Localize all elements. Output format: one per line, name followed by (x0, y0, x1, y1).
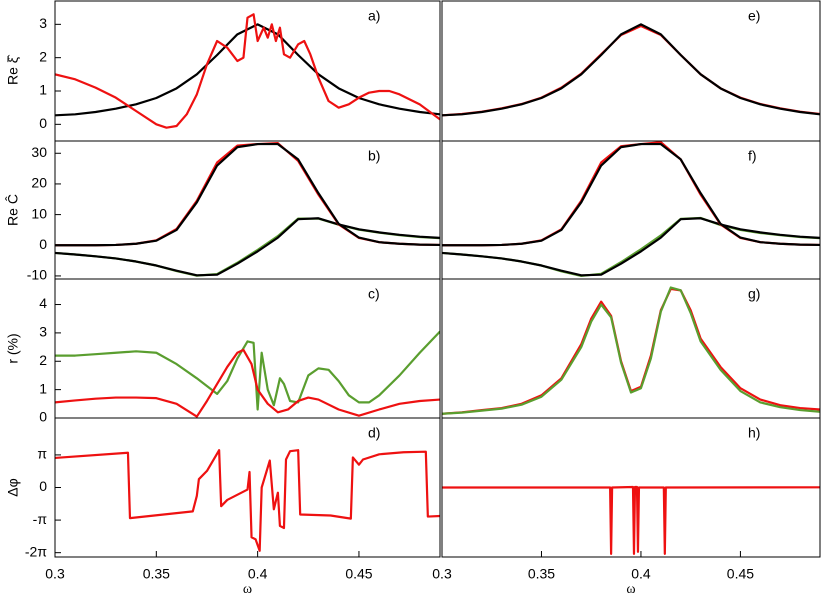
y-tick-label: 0 (39, 478, 47, 494)
data-line (55, 142, 440, 247)
panel: 0 1 2 3 4 c) r (%) (5, 278, 441, 425)
lines (55, 330, 440, 418)
x-tick-label: 0.4 (631, 566, 651, 582)
x-tick-label: 0.45 (345, 566, 372, 582)
y-tick-label: 2 (39, 48, 47, 64)
data-line (442, 141, 820, 247)
panel-label: f) (748, 148, 757, 164)
data-line (442, 24, 820, 117)
panel-label: h) (748, 425, 760, 441)
y-tick-label: 3 (39, 324, 47, 340)
data-line (55, 348, 440, 418)
data-line (55, 13, 440, 129)
y-tick-label: 30 (31, 144, 47, 160)
data-line (442, 286, 820, 415)
panel-frame (441, 278, 821, 419)
lines (55, 142, 440, 277)
panel: -10 0 10 20 30 b) Re Ĉ (5, 140, 441, 283)
lines (442, 286, 820, 415)
y-tick-label: 4 (39, 295, 47, 311)
y-axis-label: Re ξ̂ (5, 54, 21, 85)
data-line (55, 449, 440, 552)
y-tick-label: 1 (39, 82, 47, 98)
data-line (442, 23, 820, 117)
panel: e) (441, 0, 821, 142)
panel-label: c) (368, 286, 380, 302)
data-line (55, 217, 440, 277)
x-tick-label: 0.4 (248, 566, 268, 582)
y-tick-label: 1 (39, 380, 47, 396)
y-tick-label: 0 (39, 409, 47, 425)
y-tick-label: 2 (39, 352, 47, 368)
y-axis-label: Re Ĉ (5, 194, 21, 226)
lines (55, 13, 440, 129)
lines (442, 485, 820, 555)
x-tick-label: 0.35 (528, 566, 555, 582)
data-line (442, 287, 820, 415)
data-line (442, 216, 820, 278)
y-axis-label: r (%) (5, 333, 21, 363)
panel-label: g) (748, 286, 760, 302)
data-line (442, 485, 820, 555)
y-tick-label: 20 (31, 175, 47, 191)
panel-label: b) (368, 148, 380, 164)
panel-label: d) (368, 425, 380, 441)
data-line (442, 217, 820, 277)
y-axis-label: Δφ (5, 478, 21, 496)
x-axis-label: ω (626, 582, 635, 597)
panel: g) (441, 278, 821, 419)
x-tick-label: 0.3 (45, 566, 65, 582)
lines (442, 23, 820, 117)
data-line (55, 330, 440, 411)
y-tick-label: -π (33, 511, 48, 527)
panel: 0 1 2 3 a) Re ξ̂ (5, 0, 441, 142)
y-tick-label: -2π (25, 543, 47, 559)
x-axis-label: ω (243, 582, 252, 597)
panel-frame (441, 417, 821, 558)
panel-frame (54, 417, 441, 558)
x-tick-label: 0.3 (432, 566, 452, 582)
data-line (55, 23, 440, 117)
panel: f) (441, 140, 821, 280)
y-tick-label: π (37, 446, 47, 462)
panel-label: e) (748, 8, 760, 24)
panel: 0.3 0.35 0.4 0.45 h) ω (432, 417, 821, 597)
lines (442, 141, 820, 278)
y-tick-label: 0 (39, 236, 47, 252)
panel: -2π -π 0 π 0.3 0.35 0.4 0.45 d) Δφ ω (5, 417, 441, 597)
data-line (442, 142, 820, 247)
x-tick-label: 0.45 (727, 566, 754, 582)
lines (55, 449, 440, 552)
y-tick-label: 3 (39, 15, 47, 31)
y-tick-label: 0 (39, 115, 47, 131)
panel-frame (441, 0, 821, 142)
data-line (55, 142, 440, 247)
x-tick-label: 0.35 (143, 566, 170, 582)
y-tick-label: 10 (31, 205, 47, 221)
panel-label: a) (368, 8, 380, 24)
y-tick-label: -10 (27, 267, 47, 283)
data-line (55, 217, 440, 277)
